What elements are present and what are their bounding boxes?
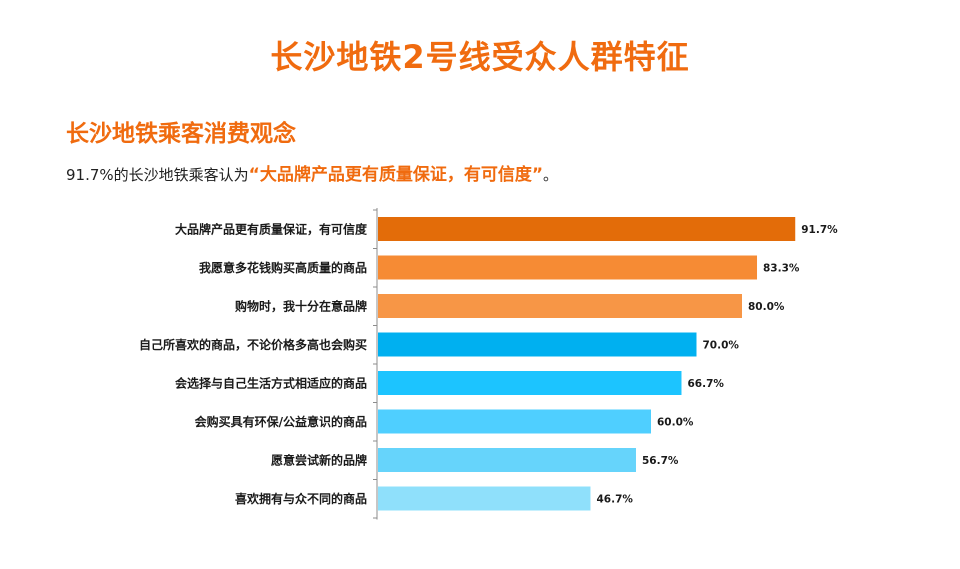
bar [378,294,742,318]
page-title: 长沙地铁2号线受众人群特征 [270,38,690,76]
data-label: 91.7% [801,224,838,236]
bar [378,409,651,434]
category-label: 购物时，我十分在意品牌 [235,299,367,314]
section-title: 长沙地铁乘客消费观念 [66,121,296,147]
bar [378,486,591,511]
category-label: 会选择与自己生活方式相适应的商品 [175,376,367,391]
bar [378,217,796,241]
category-label: 我愿意多花钱购买高质量的商品 [199,260,367,275]
data-label: 60.0% [657,417,694,429]
subtitle-suffix: 。 [543,166,559,184]
subtitle-highlight: “大品牌产品更有质量保证，有可信度” [248,165,544,185]
data-label: 80.0% [748,301,785,313]
data-label: 83.3% [763,263,800,275]
subtitle: 91.7%的长沙地铁乘客认为“大品牌产品更有质量保证，有可信度”。 [66,160,558,185]
bar [378,332,697,357]
category-label: 大品牌产品更有质量保证，有可信度 [175,222,368,237]
category-label: 愿意尝试新的品牌 [271,453,367,468]
category-label: 会购买具有环保/公益意识的商品 [195,414,367,429]
data-label: 46.7% [596,494,633,506]
bar [378,255,758,280]
category-label: 自己所喜欢的商品，不论价格多高也会购买 [139,337,367,352]
data-label: 70.0% [703,340,740,352]
data-label: 56.7% [642,455,679,467]
category-label: 喜欢拥有与众不同的商品 [235,491,367,506]
subtitle-prefix: 91.7%的长沙地铁乘客认为 [66,166,249,184]
bar [378,448,636,472]
data-label: 66.7% [687,378,724,390]
bar [378,371,682,395]
